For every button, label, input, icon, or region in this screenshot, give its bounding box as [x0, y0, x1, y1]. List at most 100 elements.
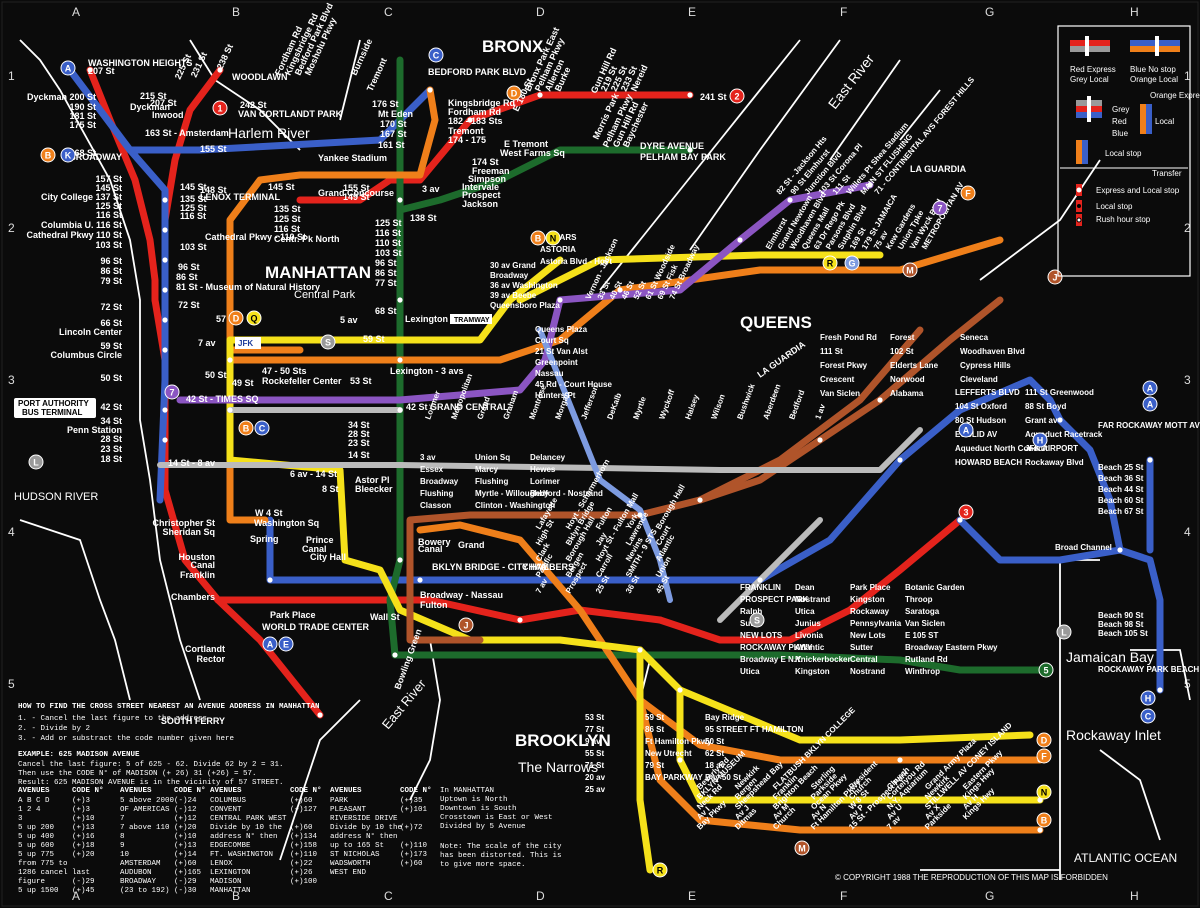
grid-col-C-bottom: C — [384, 889, 393, 903]
station-bronx_lines-11: Tremont — [365, 56, 389, 92]
line-brown-jamaica — [406, 296, 1004, 564]
station-queens-30: 71 - CONTINENTAL AVS FOREST HILLS — [873, 75, 977, 196]
route-bullet-letter: F — [965, 189, 971, 199]
station-brooklyn-99: Knickerbocker — [795, 655, 851, 664]
station-brooklyn-15: 1 av — [813, 402, 827, 420]
station-queens-55: Norwood — [890, 375, 925, 384]
route-bullet-letter: K — [65, 151, 72, 161]
station-queens-68: JFK AIRPORT — [1025, 444, 1078, 453]
station-brooklyn-90: NEW LOTS — [740, 631, 783, 640]
station-brooklyn-63: 50 St — [705, 737, 724, 746]
station-rockaway-2: Beach 36 St — [1098, 474, 1144, 483]
label-la-guardia-2: LA GUARDIA — [755, 339, 807, 380]
station-midtown-16: 8 St — [322, 484, 339, 494]
station-manhattan_west-26: 28 St — [100, 434, 122, 444]
station-dot — [397, 357, 403, 363]
grid-col-A-bottom: A — [72, 889, 80, 903]
grid-row-4-left: 4 — [8, 525, 15, 539]
station-rockaway-6: Broad Channel — [1055, 543, 1112, 552]
howto-table-cell: (+)165 — [174, 869, 202, 877]
station-queens-1: ASTORIA — [540, 245, 576, 254]
route-bullet-letter: B — [535, 234, 542, 244]
legend-blue-nostop: Blue No stop — [1130, 65, 1176, 74]
grid-col-G-bottom: G — [985, 889, 994, 903]
howto-table-cell: 5 up 775 — [18, 851, 55, 859]
route-bullet-2 — [729, 88, 745, 104]
station-dot — [1147, 457, 1153, 463]
legend-red: Red — [1112, 117, 1127, 126]
route-bullet-h — [1032, 432, 1048, 448]
howto-table-cell: BROADWAY — [120, 878, 157, 886]
station-brooklyn-24: Lorimer — [530, 477, 560, 486]
station-midtown-22: Prince — [306, 535, 334, 545]
howto-table-cell: FT. WASHINGTON — [210, 851, 273, 859]
station-harlem-19: LENOX TERMINAL — [200, 192, 281, 202]
station-brooklyn-69: 18 av — [705, 761, 726, 770]
route-bullet-3 — [958, 504, 974, 520]
station-brooklyn-94: ROCKAWAY PKWY — [740, 643, 813, 652]
howto-table-cell: AUDUBON — [120, 869, 152, 877]
station-brooklyn-82: Ralph — [740, 607, 762, 616]
station-bronx_lines-13: Mt Eden — [378, 109, 413, 119]
station-dot — [397, 407, 403, 413]
legend-local-stop: Local stop — [1105, 149, 1142, 158]
grid-col-H-bottom: H — [1130, 889, 1139, 903]
howto-table-cell: Divide by 10 the — [210, 824, 282, 832]
station-brooklyn-91: Livonia — [795, 631, 824, 640]
station-manhattan_west-21: Columbus Circle — [50, 350, 122, 360]
howto-table-cell: 5 up 400 — [18, 833, 55, 841]
route-bullet-letter: D — [511, 89, 518, 99]
station-manhattan_west-14: 96 St — [100, 256, 122, 266]
station-brooklyn-75: Dean — [795, 583, 815, 592]
station-midtown-13: 23 St — [348, 438, 370, 448]
station-manhattan_west-23: 42 St — [100, 402, 122, 412]
station-brooklyn-12: Bushwick — [735, 382, 756, 421]
howto-table-header: CODE N° — [174, 786, 206, 795]
grid-col-H-top: H — [1130, 5, 1139, 19]
station-queens-12: Nassau — [535, 369, 564, 378]
route-bullet-c — [428, 47, 444, 63]
station-manhattan_west-2: 181 St — [69, 111, 96, 121]
station-queens-63: 80 St Hudson — [955, 416, 1006, 425]
line-yellow-queens — [516, 251, 884, 304]
howto-example-2: Then use the CODE N° of MADISON (+ 26) 3… — [18, 769, 257, 778]
route-bullet-g — [844, 255, 860, 271]
route-bullet-letter: R — [827, 259, 834, 269]
howto-table-cell: (-)30 — [174, 887, 197, 895]
station-bronx_lines-36: Jackson — [462, 199, 498, 209]
station-brooklyn-4: Montrose — [527, 383, 548, 420]
howto-table-cell: (+)18 — [72, 842, 95, 850]
how-to-block: HOW TO FIND THE CROSS STREET NEAREST AN … — [18, 703, 562, 895]
legend-local: Local — [1155, 117, 1174, 126]
station-dot — [687, 147, 693, 153]
howto-table-cell: 5 up 200 — [18, 824, 55, 832]
legend-transfer: Transfer — [1152, 169, 1182, 178]
station-queens-54: Crescent — [820, 375, 855, 384]
station-dot — [737, 237, 743, 243]
station-brooklyn-65: New Utrecht — [645, 749, 692, 758]
howto-table-cell: 8 — [120, 833, 125, 841]
station-midtown-21: Spring — [250, 534, 279, 544]
line-orange-culver — [636, 696, 1044, 834]
howto-table-cell: LENOX — [210, 860, 233, 868]
station-brooklyn-66: 62 St — [705, 749, 724, 758]
station-brooklyn-85: Saratoga — [905, 607, 940, 616]
grid-row-4-right: 4 — [1184, 525, 1191, 539]
station-brooklyn-67: 71 St — [585, 761, 604, 770]
station-dot — [162, 437, 168, 443]
howto-manhattan-line: Divided by 5 Avenue — [440, 823, 526, 831]
station-bronx_lines-21: 3 av — [422, 184, 440, 194]
station-dot — [162, 287, 168, 293]
legend-red-express: Red Express — [1070, 65, 1116, 74]
station-midtown-6: 5 av — [340, 315, 358, 325]
route-bullet-k — [60, 147, 76, 163]
shorelines — [19, 39, 1191, 880]
station-brooklyn-105: Winthrop — [905, 667, 940, 676]
station-queens-5: 36 av Washington — [490, 281, 558, 290]
station-bronx_lines-24: Fordham Rd — [448, 107, 501, 117]
station-manhattan_west-20: 59 St — [100, 341, 122, 351]
station-midtown-23: Canal — [302, 544, 327, 554]
